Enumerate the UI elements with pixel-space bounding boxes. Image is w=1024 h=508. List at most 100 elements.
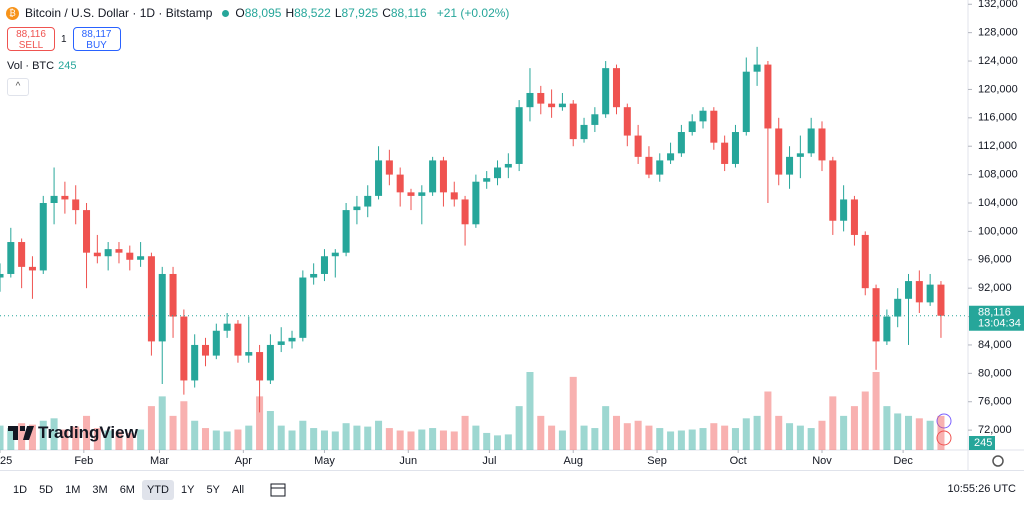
volume-bar [126,432,134,450]
volume-bar [50,418,58,450]
volume-bar [894,413,902,450]
symbol-title[interactable]: Bitcoin / U.S. Dollar · 1D · Bitstamp [25,6,213,20]
price-badge-countdown: 13:04:34 [978,318,1021,330]
candle-body [591,114,599,125]
x-tick-label: Feb [74,455,93,467]
candle-body [645,156,653,175]
range-button[interactable]: 5D [39,483,54,496]
volume-bar [840,415,848,450]
y-tick-label: 72,000 [978,424,1012,436]
candle-body [623,107,631,136]
volume-bar [494,435,502,450]
volume-bar [147,406,155,450]
ohlc-value: 88,116 [390,6,427,20]
volume-bar [342,423,350,450]
buy-price: 88,117 [81,29,112,40]
volume-bar [223,431,231,450]
volume-bar [299,420,307,450]
candle-body [483,178,491,182]
candle-body [50,195,58,203]
ohlc-label: L [334,6,342,20]
volume-bar [796,425,804,450]
volume-bar [483,432,491,450]
candle-body [569,103,577,140]
volume-bar [461,415,469,450]
volume-bar [591,428,599,450]
volume-bar [526,372,534,450]
range-button[interactable]: 3M [92,483,108,496]
price-badge-bg [969,305,1024,331]
volume-bar [320,430,328,450]
volume-bar [829,396,837,450]
candle-body [429,160,437,193]
candle-body [353,206,361,211]
range-button[interactable]: 6M [119,483,135,496]
y-tick-label: 84,000 [978,339,1012,351]
candle-body [504,163,512,168]
ohlc-item: H88,522 [285,6,330,20]
volume-bar [256,396,264,450]
volume-bar [0,425,4,450]
settings-icon[interactable] [992,455,1004,467]
y-tick-label: 104,000 [978,197,1018,209]
volume-bar [548,425,556,450]
clock: 10:55:26 UTC [947,483,1016,495]
candle-body [634,135,642,157]
candle-body [742,71,750,133]
volume-bar [861,391,869,450]
x-tick-label: 2025 [0,455,12,467]
x-tick-label: Aug [563,455,583,467]
candle-body [256,352,264,381]
volume-bar [667,431,675,450]
coin-icon: ₿ [6,6,19,20]
alert-icons[interactable] [936,413,952,446]
ohlc-label: O [235,6,245,20]
volume-bar [569,376,577,450]
range-button[interactable]: 1D [13,483,28,496]
volume-bar [266,411,274,450]
volume-bar [786,423,794,450]
candle-body [310,273,318,278]
candle-body [915,281,923,303]
candle-body [201,344,210,356]
candle-body [818,128,826,161]
x-tick-label: Dec [893,455,913,467]
volume-bar [18,423,26,450]
candle-body [731,132,739,164]
volume-bar [742,418,750,450]
volume-bar [634,420,642,450]
y-tick-label: 124,000 [978,55,1018,67]
volume-bar [645,425,653,450]
candle-body [786,156,794,175]
collapse-button[interactable]: ^ [7,78,29,96]
volume-bar [364,426,372,450]
volume-bar [212,430,220,450]
volume-bar [775,415,783,450]
range-button[interactable]: YTD [141,479,174,500]
volume-bar [28,424,36,450]
candle-body [137,256,145,260]
buy-button[interactable]: 88,117 BUY [72,27,121,51]
range-button[interactable]: All [231,483,245,496]
ohlc-value: 87,925 [341,6,379,20]
range-button[interactable]: 1M [65,483,81,496]
candle-body [861,234,869,289]
y-tick-label: 96,000 [978,254,1012,266]
sell-label: SELL [18,40,44,51]
candle-body [115,249,123,253]
sell-button[interactable]: 88,116 SELL [7,27,55,51]
volume-bar [937,415,945,450]
candle-body [883,316,891,342]
candle-body [537,92,545,104]
date-range-icon[interactable] [269,482,289,498]
volume-bar [818,420,826,450]
range-button[interactable]: 5Y [206,483,220,496]
range-button[interactable]: 1Y [180,483,195,496]
volume-bar [310,428,318,450]
candle-body [721,142,729,164]
candle-body [612,68,621,108]
candle-body [223,323,231,331]
volume-bar [93,428,101,450]
